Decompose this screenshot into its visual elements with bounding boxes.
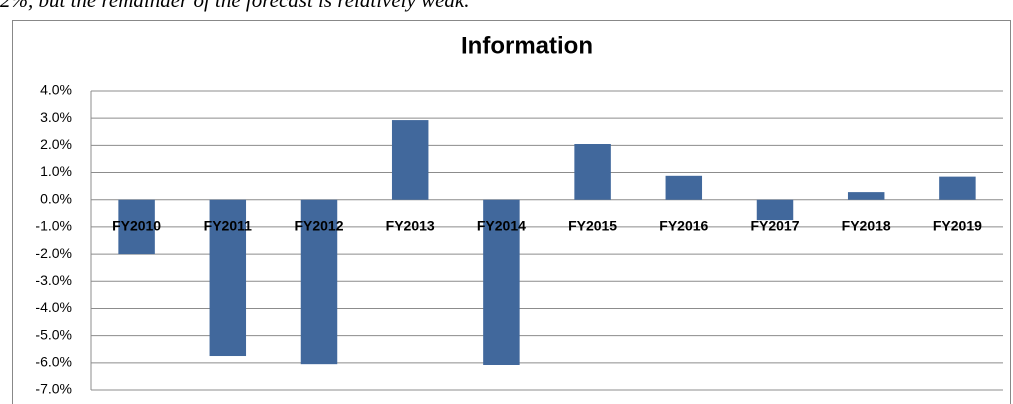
x-tick-label: FY2015 [568,217,617,233]
x-tick-label: FY2016 [659,217,708,233]
y-tick-label: 2.0% [40,136,72,152]
y-tick-label: 1.0% [40,163,72,179]
bar [118,199,155,255]
bar [483,199,520,365]
y-tick-label: -2.0% [35,245,72,261]
bar [756,199,794,221]
x-tick-label: FY2014 [477,217,526,233]
y-tick-label: 0.0% [40,190,72,206]
y-tick-label: -1.0% [35,218,72,234]
y-tick-label: -3.0% [35,272,72,288]
y-tick-label: -6.0% [35,354,72,370]
x-tick-label: FY2017 [750,217,799,233]
y-tick-label: 3.0% [40,109,72,125]
bar [209,199,247,357]
bar [665,175,703,200]
bar [574,144,611,200]
bar [939,176,976,200]
bar [391,120,429,200]
y-tick-label: -5.0% [35,326,72,342]
x-tick-label: FY2010 [112,217,161,233]
document-text: 2%, but the remainder of the forecast is… [0,0,470,12]
bar [847,192,885,200]
x-tick-label: FY2011 [204,217,252,233]
x-tick-label: FY2019 [933,217,982,233]
y-tick-label: 4.0% [40,82,72,98]
chart-frame [12,20,1011,404]
x-tick-label: FY2012 [294,217,343,233]
x-tick-label: FY2013 [386,217,435,233]
y-tick-label: -4.0% [35,299,72,315]
y-tick-label: -7.0% [35,381,72,397]
bar [300,199,338,365]
chart-title: Information [461,32,593,59]
x-tick-label: FY2018 [842,217,891,233]
